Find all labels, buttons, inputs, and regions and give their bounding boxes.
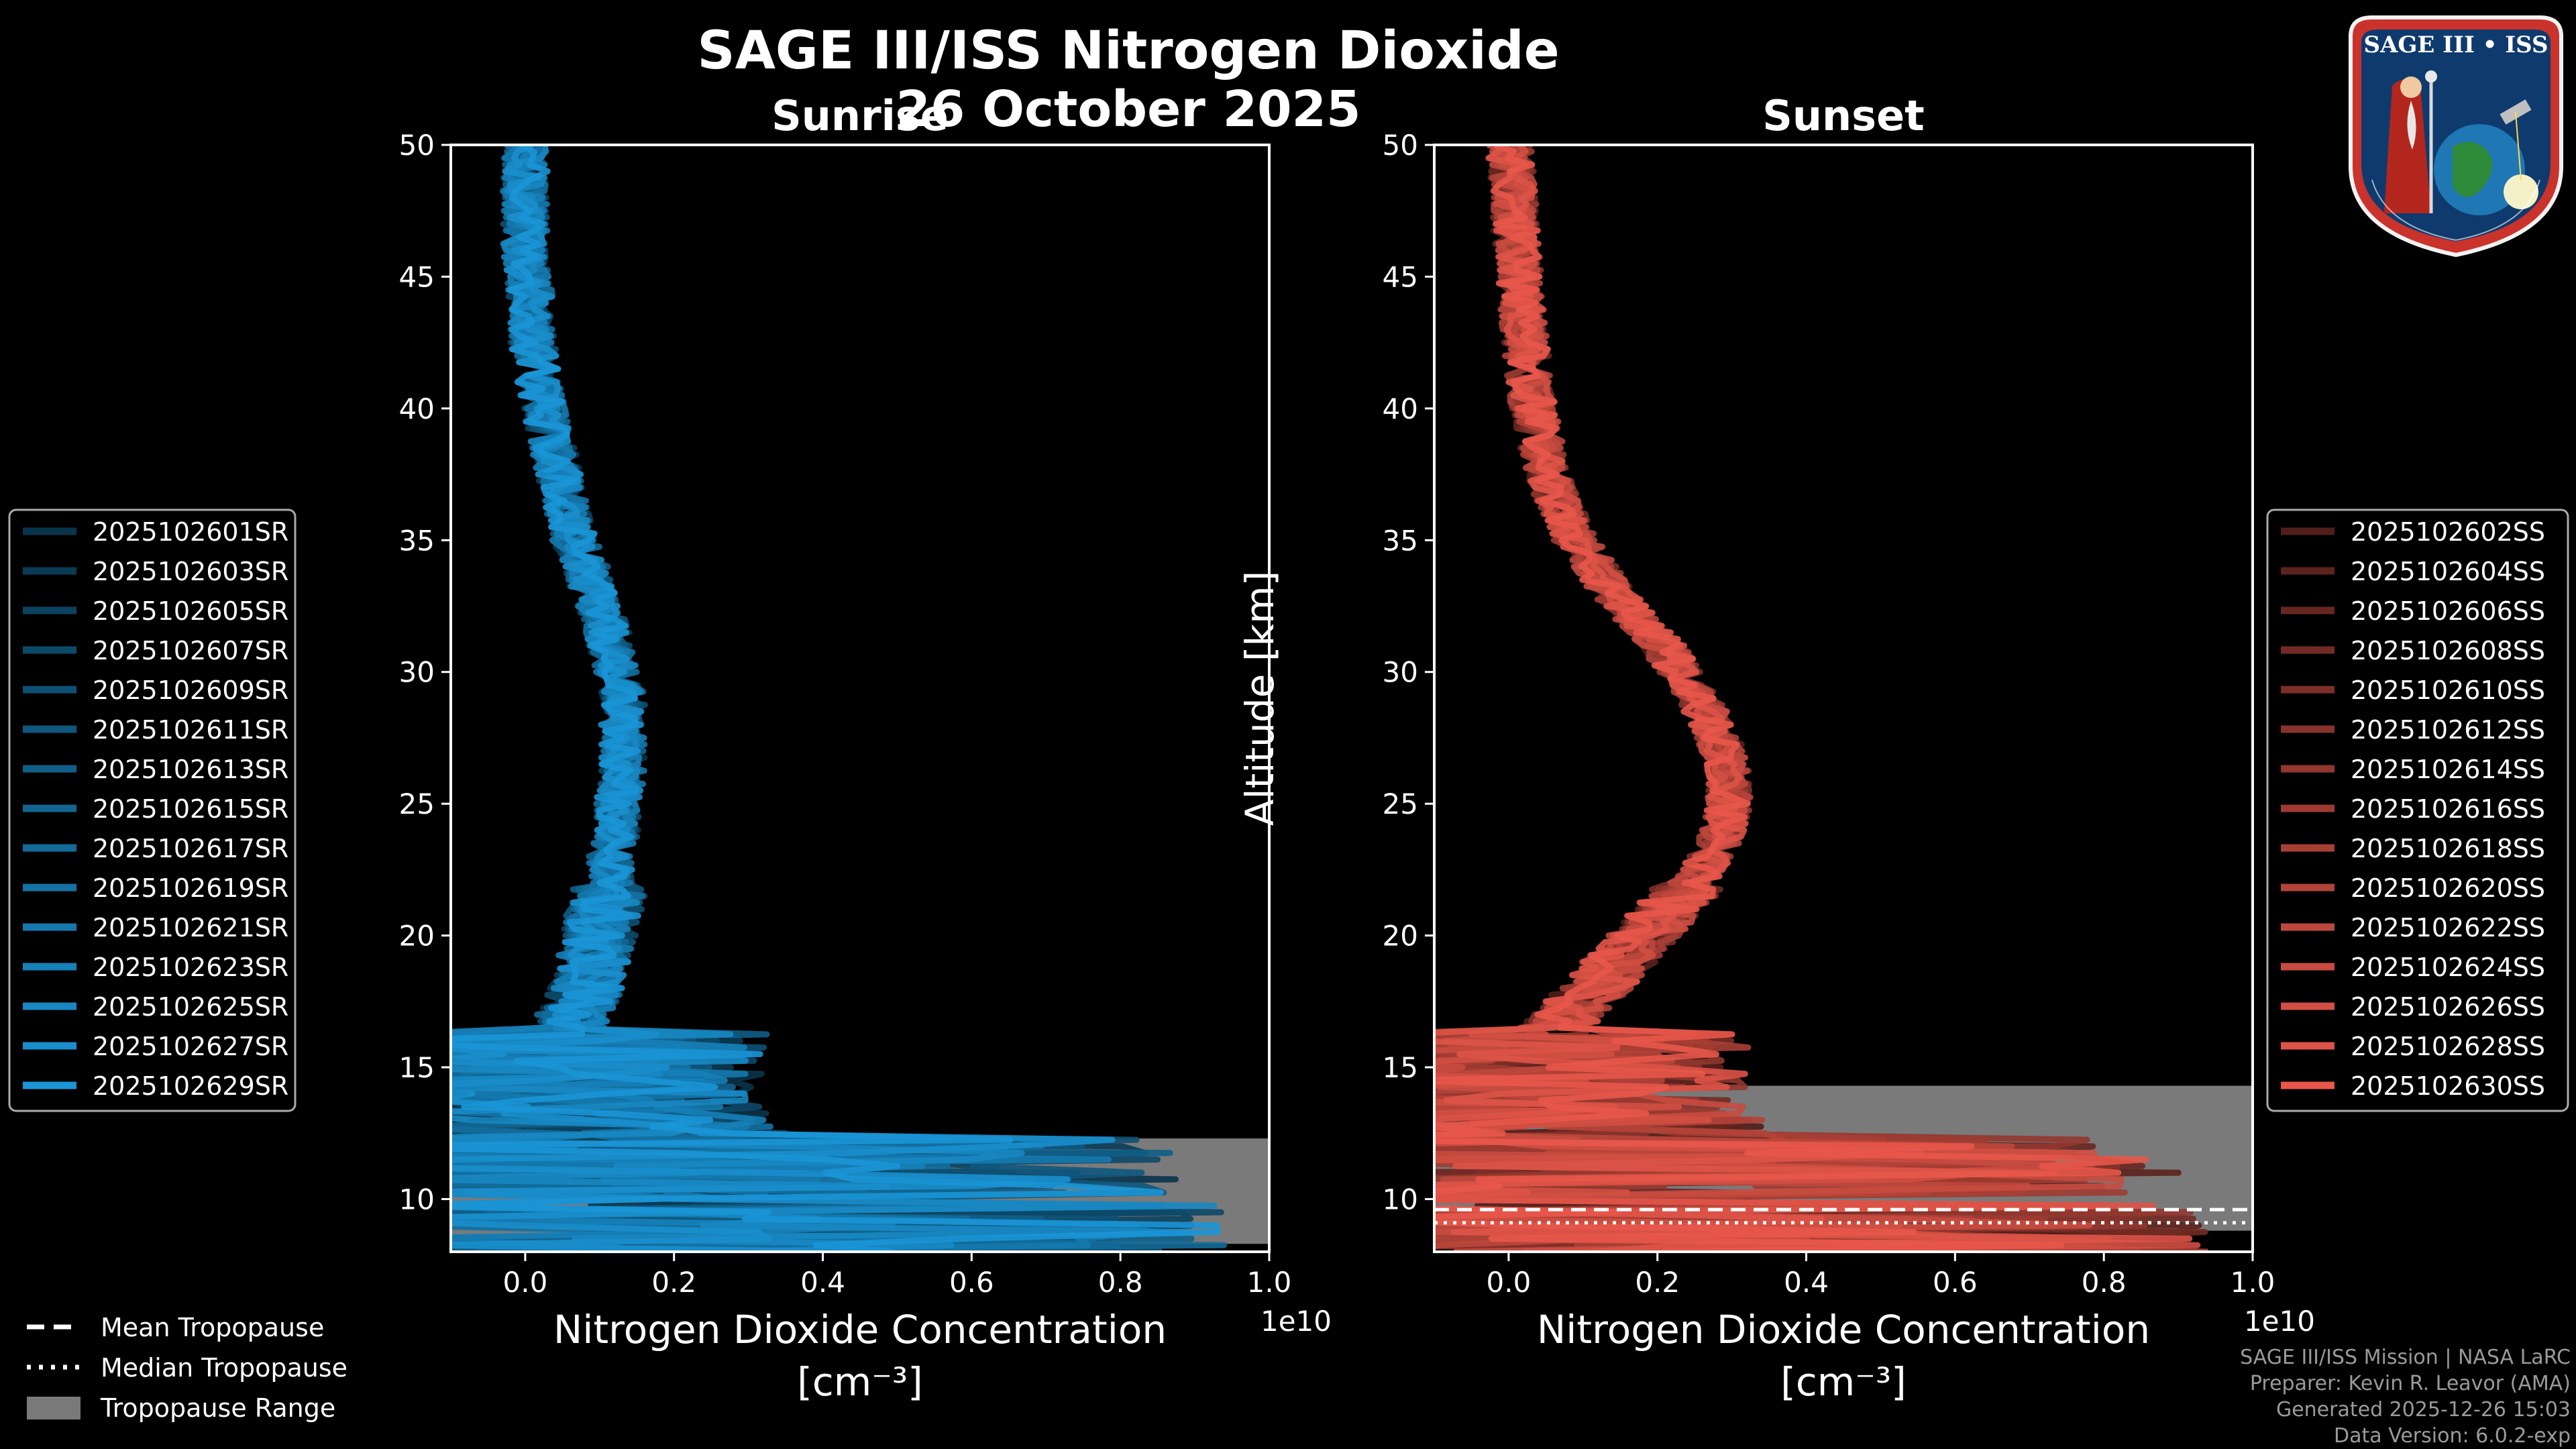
y-tick-label: 10 (399, 1183, 435, 1216)
credits: SAGE III/ISS Mission | NASA LaRC Prepare… (2240, 1344, 2571, 1449)
y-tick-label: 50 (1383, 129, 1418, 162)
x-tick-label: 0.8 (1098, 1266, 1143, 1299)
legend-entry: 2025102610SS (2351, 676, 2545, 705)
y-tick-label: 20 (399, 920, 435, 953)
legend-entry: 2025102615SR (93, 794, 288, 824)
legend-entry: 2025102601SR (93, 517, 288, 547)
profile-line-2025102630SS (1434, 145, 2149, 1252)
profile-line-2025102629SR (451, 145, 1221, 1252)
x-axis-unit: [cm⁻³] (1780, 1359, 1907, 1405)
plot-frame (449, 144, 1271, 1253)
y-tick-label: 25 (399, 788, 435, 820)
x-scale-label: 1e10 (1260, 1305, 1332, 1338)
y-tick-label: 30 (399, 656, 435, 689)
legend-entry: 2025102609SR (93, 676, 288, 705)
legend-entry: 2025102603SR (93, 557, 288, 586)
legend-entry: 2025102607SR (93, 636, 288, 665)
y-tick-label: 15 (1383, 1051, 1418, 1084)
sunrise-legend: 2025102601SR 2025102603SR 2025102605SR 2025… (8, 508, 297, 1112)
legend-entry: 2025102628SS (2351, 1032, 2545, 1061)
legend-entry: 2025102614SS (2351, 755, 2545, 784)
legend-entry: 2025102624SS (2351, 953, 2545, 982)
legend-entry: 2025102622SS (2351, 913, 2545, 943)
legend-box (2266, 508, 2569, 1112)
plot-frame (1433, 144, 2254, 1253)
legend-entry: 2025102605SR (93, 596, 288, 626)
x-tick-label: 0.6 (1933, 1266, 1978, 1299)
y-tick-label: 15 (399, 1051, 435, 1084)
legend-entry: 2025102629SR (93, 1071, 288, 1101)
tropopause-legend: Mean Tropopause Median Tropopause Tropopau… (27, 1313, 347, 1423)
credit-preparer: Preparer: Kevin R. Leavor (AMA) (2249, 1372, 2571, 1395)
profile-lines (1434, 145, 2208, 1252)
sage-iii-iss-mission-logo: SAGE III • ISS (2349, 15, 2563, 258)
mean-tropopause-label: Mean Tropopause (101, 1313, 324, 1342)
profile-line-2025102628SS (1434, 145, 2193, 1252)
y-tick-label: 10 (1383, 1183, 1418, 1216)
legend-entry: 2025102606SS (2351, 596, 2545, 626)
panel-title: Sunset (1762, 91, 1925, 140)
legend-entry: 2025102616SS (2351, 794, 2545, 824)
legend-entry: 2025102619SR (93, 873, 288, 903)
profile-lines (451, 145, 1228, 1252)
sunset-legend: 2025102602SS 2025102604SS 2025102606SS 2025… (2266, 508, 2569, 1112)
y-tick-label: 35 (399, 524, 435, 557)
legend-entry: 2025102618SS (2351, 834, 2545, 863)
x-tick-label: 0.2 (1635, 1266, 1680, 1299)
y-tick-label: 50 (399, 129, 435, 162)
legend-entry: 2025102630SS (2351, 1071, 2545, 1101)
y-tick-label: 40 (399, 392, 435, 425)
x-axis-unit: [cm⁻³] (797, 1359, 923, 1405)
legend-entry: 2025102627SR (93, 1032, 288, 1061)
x-tick-label: 1.0 (1247, 1266, 1292, 1299)
legend-entry: 2025102602SS (2351, 517, 2545, 547)
profile-line-2025102627SR (451, 145, 1116, 1252)
x-scale-label: 1e10 (2244, 1305, 2315, 1338)
x-tick-label: 0.0 (1487, 1266, 1532, 1299)
legend-entry: 2025102623SR (93, 953, 288, 982)
legend-entry: 2025102625SR (93, 992, 288, 1022)
legend-entry: 2025102613SR (93, 755, 288, 784)
logo-title-icon: SAGE III • ISS (2363, 32, 2548, 58)
y-tick-label: 45 (399, 260, 435, 293)
chart-date: 26 October 2025 (896, 80, 1360, 138)
x-axis-label: Nitrogen Dioxide Concentration (553, 1307, 1167, 1352)
credit-version: Data Version: 6.0.2-exp (2333, 1424, 2571, 1448)
panel-title: Sunrise (771, 91, 949, 140)
x-tick-label: 1.0 (2231, 1266, 2275, 1299)
sunrise-panel: 10 15 20 25 30 35 40 45 50 0.0 0.2 0.4 0.6 0.8 1.0 1e10… (254, 91, 1332, 1405)
x-tick-label: 0.4 (1784, 1266, 1829, 1299)
legend-box (8, 508, 297, 1112)
sunset-panel: 10 15 20 25 30 35 40 45 50 0.0 0.2 0.4 0.6 0.8 1.0 1e10… (1237, 91, 2315, 1405)
legend-entry: 2025102608SS (2351, 636, 2545, 665)
x-tick-label: 0.8 (2082, 1266, 2127, 1299)
legend-entry: 2025102620SS (2351, 873, 2545, 903)
legend-entry: 2025102604SS (2351, 557, 2545, 586)
chart-title: SAGE III/ISS Nitrogen Dioxide (697, 21, 1559, 81)
y-tick-label: 45 (1383, 260, 1418, 293)
x-tick-label: 0.6 (949, 1266, 994, 1299)
y-tick-label: 20 (1383, 920, 1418, 953)
y-tick-label: 25 (1383, 788, 1418, 820)
legend-entry: 2025102621SR (93, 913, 288, 943)
y-tick-label: 40 (1383, 392, 1418, 425)
credit-mission: SAGE III/ISS Mission | NASA LaRC (2240, 1346, 2571, 1369)
median-tropopause-label: Median Tropopause (101, 1353, 347, 1383)
legend-entry: 2025102626SS (2351, 992, 2545, 1022)
tropopause-range-label: Tropopause Range (100, 1393, 335, 1423)
y-tick-label: 30 (1383, 656, 1418, 689)
legend-entry: 2025102612SS (2351, 715, 2545, 745)
x-tick-label: 0.4 (800, 1266, 845, 1299)
x-tick-label: 0.0 (503, 1266, 548, 1299)
legend-entry: 2025102611SR (93, 715, 288, 745)
credit-generated: Generated 2025-12-26 15:03 (2275, 1398, 2571, 1421)
y-tick-label: 35 (1383, 524, 1418, 557)
x-tick-label: 0.2 (651, 1266, 696, 1299)
x-axis-label: Nitrogen Dioxide Concentration (1537, 1307, 2150, 1352)
y-axis-label: Altitude [km] (1237, 571, 1283, 826)
legend-entry: 2025102617SR (93, 834, 288, 863)
tropopause-range-swatch (27, 1397, 80, 1419)
